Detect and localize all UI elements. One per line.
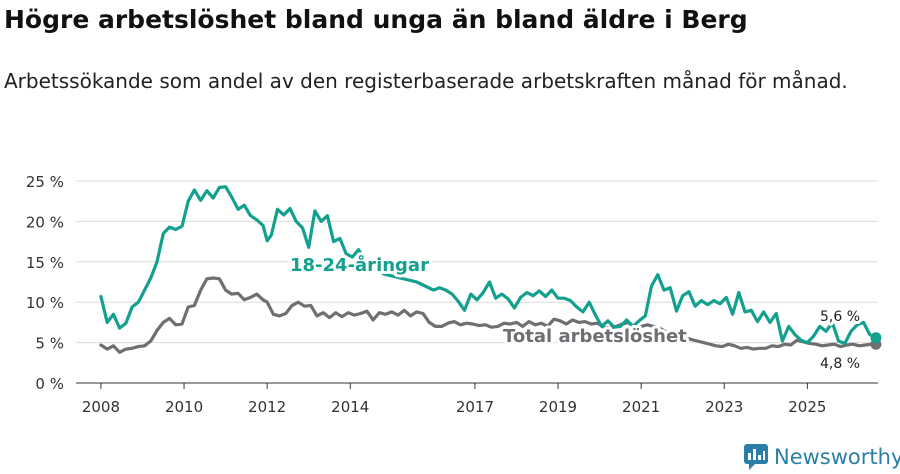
youth-end-value-label: 5,6 % — [820, 309, 860, 325]
grid-lines — [76, 180, 878, 344]
x-tick-label: 2017 — [456, 398, 494, 416]
chart-subtitle: Arbetssökande som andel av den registerb… — [4, 69, 848, 93]
x-tick-label: 2008 — [82, 398, 120, 416]
chart-title: Högre arbetslöshet bland unga än bland ä… — [4, 5, 748, 34]
brand-name: Newsworthy — [774, 445, 900, 469]
y-tick-label: 25 % — [26, 173, 64, 191]
x-tick-label: 2025 — [788, 398, 826, 416]
newsworthy-logo-icon — [744, 444, 768, 470]
y-tick-label: 20 % — [26, 213, 64, 231]
y-tick-label: 0 % — [35, 375, 64, 393]
series-lines — [99, 185, 882, 354]
youth-series-label: 18-24-åringar — [290, 254, 429, 276]
youth-end-value-label-halo: 5,6 % — [820, 309, 860, 325]
total-series-label-halo: Total arbetslöshet — [503, 326, 687, 347]
total-end-value-label: 4,8 % — [820, 356, 860, 372]
x-tick-label: 2023 — [705, 398, 743, 416]
total-series-label: Total arbetslöshet — [503, 326, 687, 347]
y-tick-label: 5 % — [35, 335, 64, 353]
x-tick-label: 2021 — [622, 398, 660, 416]
x-tick-label: 2012 — [248, 398, 286, 416]
youth-end-point — [870, 332, 882, 344]
brand-logo: Newsworthy — [744, 442, 900, 472]
youth-series-label-halo: 18-24-åringar — [290, 254, 429, 276]
total-series-line — [99, 276, 878, 354]
axes: 0 % 5 % 10 % 15 % 20 % 25 % 2008 2010 2012 2014 20… — [26, 173, 878, 416]
youth-series-line — [99, 185, 878, 345]
y-tick-label: 15 % — [26, 254, 64, 272]
x-tick-label: 2010 — [165, 398, 203, 416]
x-tick-label: 2014 — [331, 398, 369, 416]
y-tick-label: 10 % — [26, 294, 64, 312]
x-tick-label: 2019 — [539, 398, 577, 416]
total-end-value-label-halo: 4,8 % — [820, 356, 860, 372]
